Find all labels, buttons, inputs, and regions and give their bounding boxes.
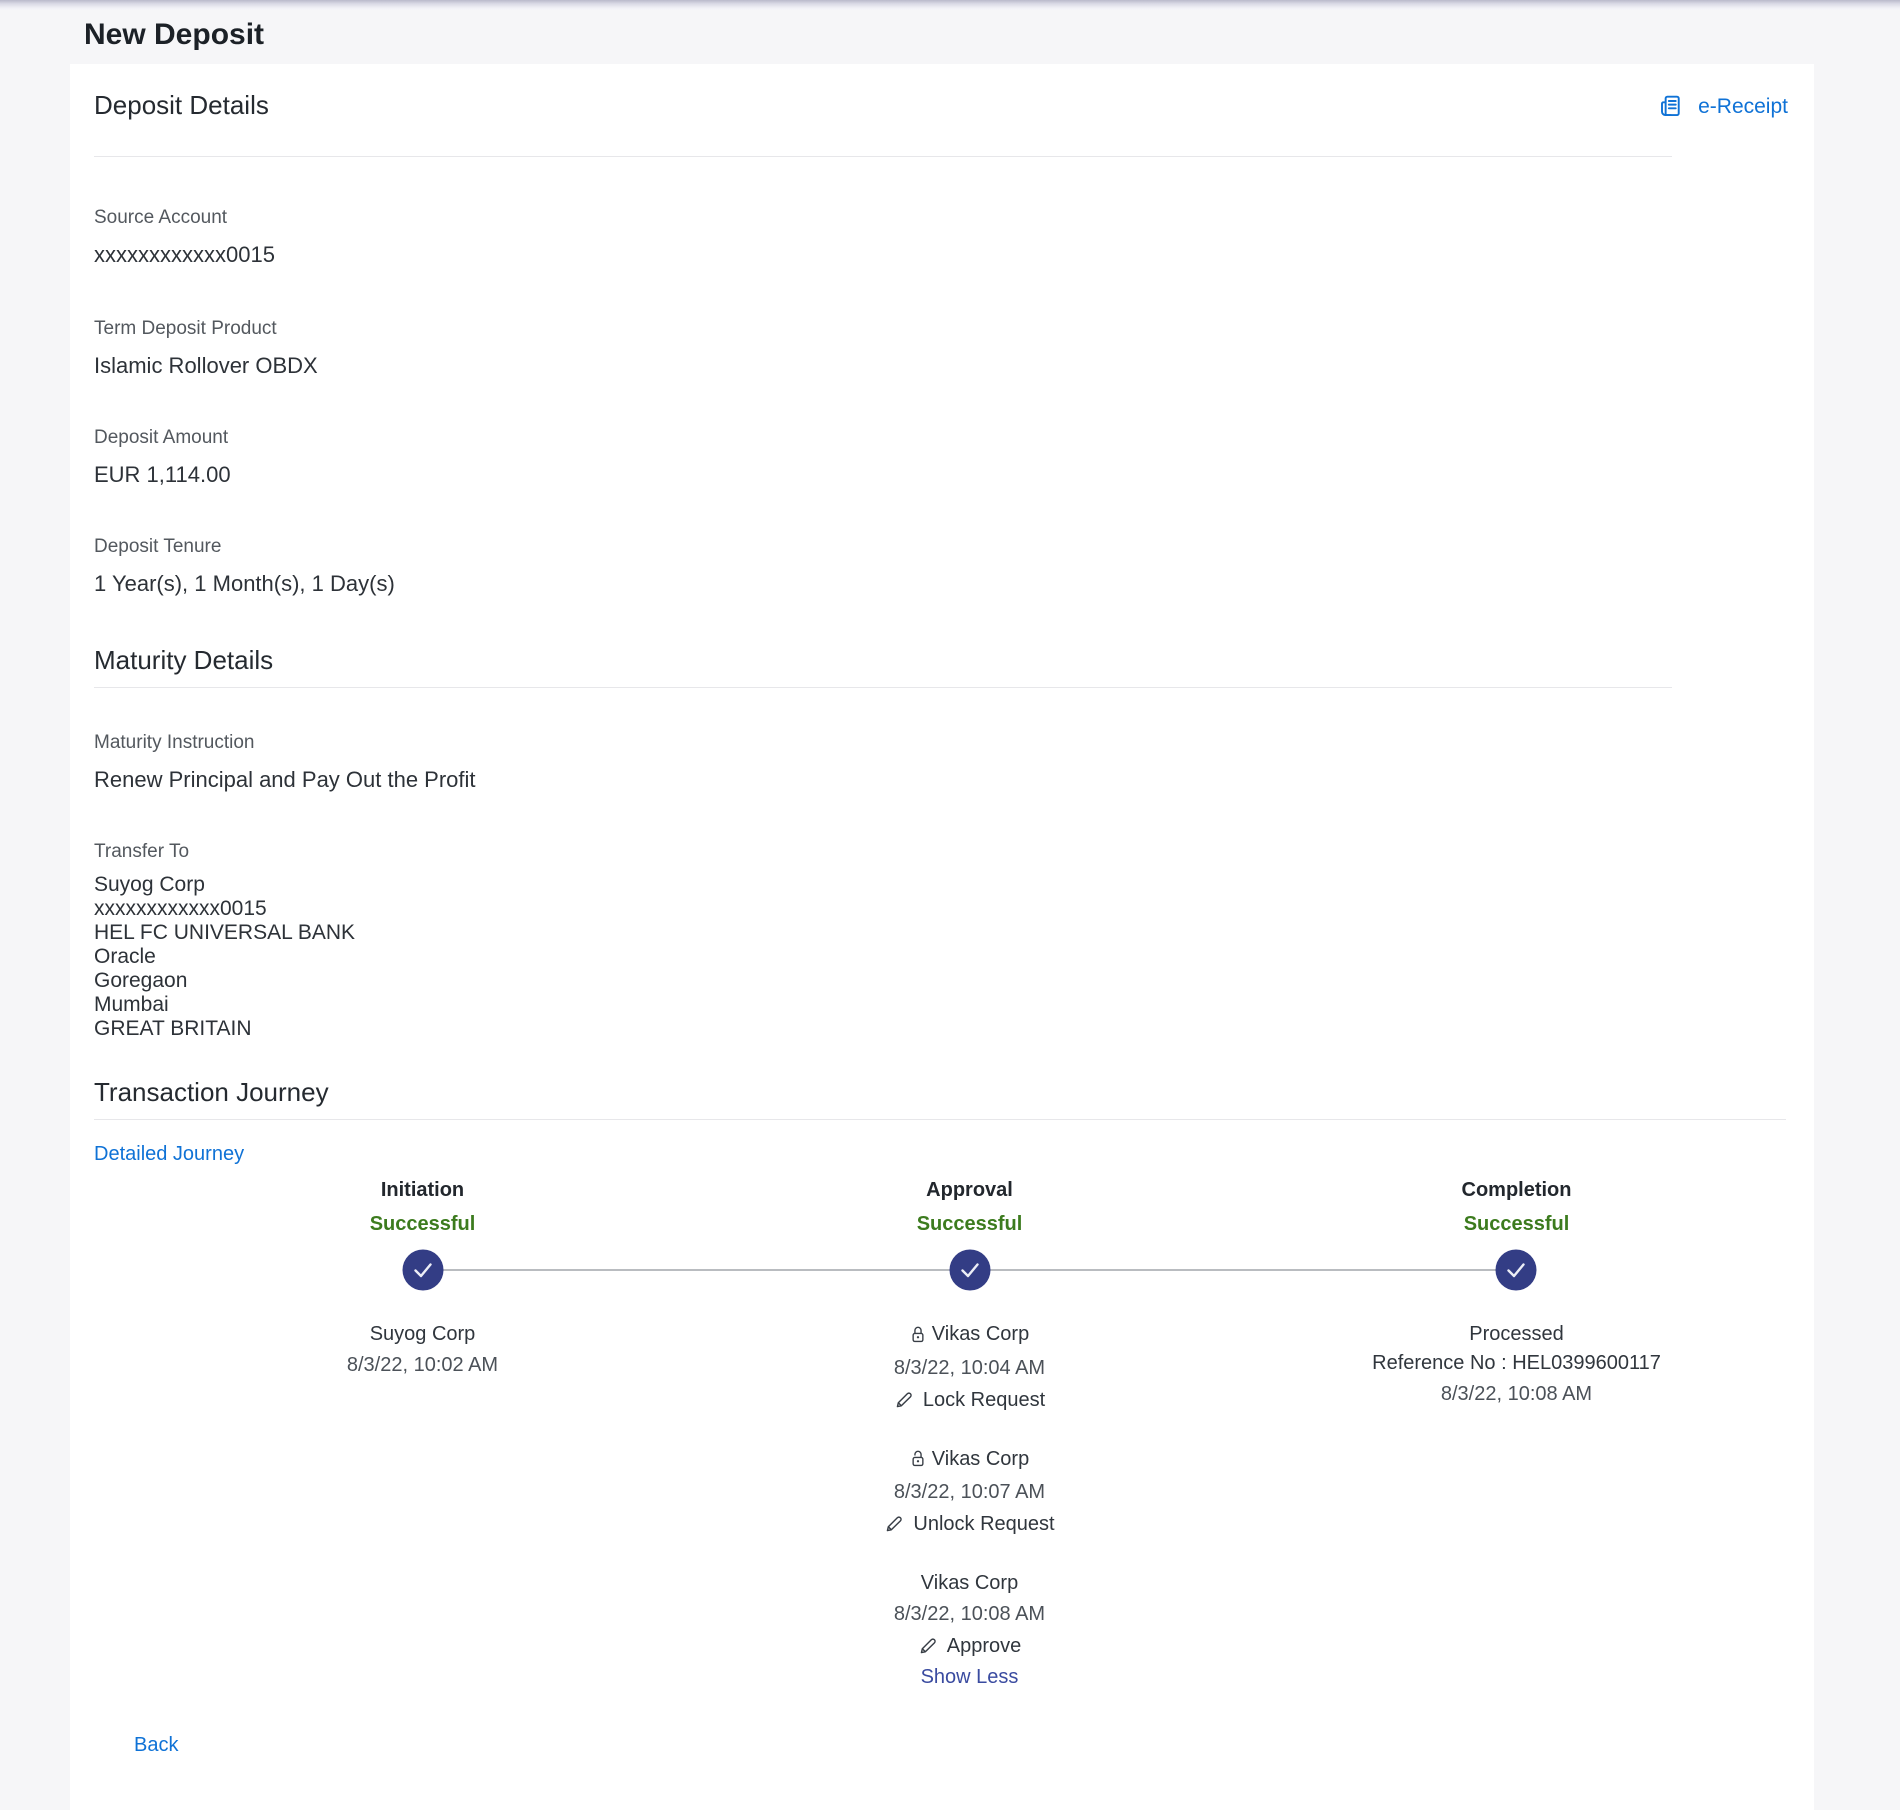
field-maturity-instruction: Maturity Instruction Renew Principal and… [94, 732, 1790, 793]
entry-datetime: 8/3/22, 10:02 AM [346, 1354, 499, 1376]
field-value: Islamic Rollover OBDX [94, 353, 318, 378]
lock-icon [910, 1325, 926, 1344]
edit-pencil-icon [884, 1514, 904, 1534]
transfer-to-line: Mumbai [94, 993, 169, 1016]
transaction-journey-timeline: Initiation Approval Completion Successfu… [149, 1178, 1790, 1689]
field-value: Renew Principal and Pay Out the Profit [94, 767, 476, 792]
field-label: Term Deposit Product [94, 318, 277, 339]
field-value: xxxxxxxxxxxx0015 [94, 242, 275, 267]
field-label: Source Account [94, 207, 228, 228]
status-badge: Successful [1463, 1213, 1570, 1235]
field-source-account: Source Account xxxxxxxxxxxx0015 [94, 207, 1790, 268]
e-receipt-icon [1656, 92, 1686, 122]
check-icon [949, 1249, 991, 1291]
e-receipt-label: e-Receipt [1698, 95, 1788, 118]
back-link[interactable]: Back [134, 1734, 179, 1756]
entry-name: Vikas Corp [931, 1447, 1030, 1470]
journey-entry: Processed Reference No : HEL0399600117 8… [1243, 1322, 1790, 1406]
deposit-confirmation-card: Deposit Details e-Receipt Source Account… [70, 64, 1814, 1810]
field-value: 1 Year(s), 1 Month(s), 1 Day(s) [94, 571, 395, 596]
stage-column-initiation: Suyog Corp 8/3/22, 10:02 AM [149, 1322, 696, 1377]
check-icon [1495, 1249, 1537, 1291]
entry-datetime: 8/3/22, 10:08 AM [893, 1603, 1046, 1625]
entry-name: Vikas Corp [920, 1572, 1019, 1594]
field-label: Deposit Amount [94, 427, 229, 448]
unlock-icon [910, 1449, 926, 1468]
stage-status-row: Successful Successful Successful [149, 1212, 1790, 1236]
field-transfer-to: Transfer To Suyog Corp xxxxxxxxxxxx0015 … [94, 841, 1790, 1041]
stage-column-approval: Vikas Corp 8/3/22, 10:04 AM [696, 1322, 1243, 1689]
e-receipt-button[interactable]: e-Receipt [1656, 92, 1788, 122]
entry-datetime: 8/3/22, 10:07 AM [893, 1481, 1046, 1503]
transfer-to-line: GREAT BRITAIN [94, 1017, 252, 1040]
status-badge: Successful [916, 1213, 1023, 1235]
journey-entry: Vikas Corp 8/3/22, 10:04 AM [696, 1322, 1243, 1415]
field-term-deposit-product: Term Deposit Product Islamic Rollover OB… [94, 318, 1790, 379]
field-label: Deposit Tenure [94, 536, 222, 557]
card-header: Deposit Details e-Receipt [94, 90, 1790, 122]
stage-entries-row: Suyog Corp 8/3/22, 10:02 AM [149, 1322, 1790, 1689]
entry-datetime: 8/3/22, 10:08 AM [1440, 1383, 1593, 1405]
page-title: New Deposit [84, 18, 265, 51]
entry-action: Lock Request [922, 1388, 1046, 1411]
transfer-to-address: Suyog Corp xxxxxxxxxxxx0015 HEL FC UNIVE… [94, 873, 1790, 1041]
journey-entry: Vikas Corp 8/3/22, 10:08 AM Approve [696, 1571, 1243, 1689]
top-gradient-bar [0, 0, 1900, 10]
field-value: EUR 1,114.00 [94, 462, 231, 487]
section-divider [94, 1119, 1786, 1120]
transfer-to-line: Goregaon [94, 969, 188, 992]
field-deposit-tenure: Deposit Tenure 1 Year(s), 1 Month(s), 1 … [94, 536, 1790, 597]
stage-title-approval: Approval [926, 1179, 1013, 1201]
section-divider [94, 156, 1672, 157]
status-badge: Successful [369, 1213, 476, 1235]
entry-name: Processed [1469, 1323, 1564, 1345]
entry-action: Unlock Request [913, 1513, 1055, 1535]
transfer-to-line: Suyog Corp [94, 873, 205, 896]
field-label: Maturity Instruction [94, 732, 255, 753]
edit-pencil-icon [918, 1636, 938, 1656]
stage-column-completion: Processed Reference No : HEL0399600117 8… [1243, 1322, 1790, 1406]
stage-titles-row: Initiation Approval Completion [149, 1178, 1790, 1202]
timeline-track [149, 1248, 1790, 1292]
stage-title-initiation: Initiation [380, 1179, 465, 1201]
transfer-to-line: xxxxxxxxxxxx0015 [94, 897, 267, 920]
transfer-to-line: Oracle [94, 945, 156, 968]
stage-title-completion: Completion [1461, 1179, 1572, 1201]
deposit-details-heading: Deposit Details [94, 90, 269, 120]
field-deposit-amount: Deposit Amount EUR 1,114.00 [94, 427, 1790, 488]
check-icon [402, 1249, 444, 1291]
journey-entry: Vikas Corp 8/3/22, 10:07 AM [696, 1447, 1243, 1540]
field-label: Transfer To [94, 841, 190, 862]
entry-action: Approve [946, 1635, 1022, 1657]
edit-pencil-icon [894, 1390, 914, 1410]
journey-entry: Suyog Corp 8/3/22, 10:02 AM [149, 1322, 696, 1377]
entry-name: Suyog Corp [369, 1323, 476, 1345]
show-less-link[interactable]: Show Less [920, 1666, 1019, 1688]
entry-datetime: 8/3/22, 10:04 AM [893, 1356, 1046, 1379]
section-divider [94, 687, 1672, 688]
transfer-to-line: HEL FC UNIVERSAL BANK [94, 921, 356, 944]
maturity-details-heading: Maturity Details [94, 645, 274, 675]
entry-reference-number: Reference No : HEL0399600117 [1372, 1352, 1661, 1374]
detailed-journey-link[interactable]: Detailed Journey [94, 1143, 245, 1165]
entry-name: Vikas Corp [931, 1323, 1030, 1345]
transaction-journey-heading: Transaction Journey [94, 1077, 329, 1107]
